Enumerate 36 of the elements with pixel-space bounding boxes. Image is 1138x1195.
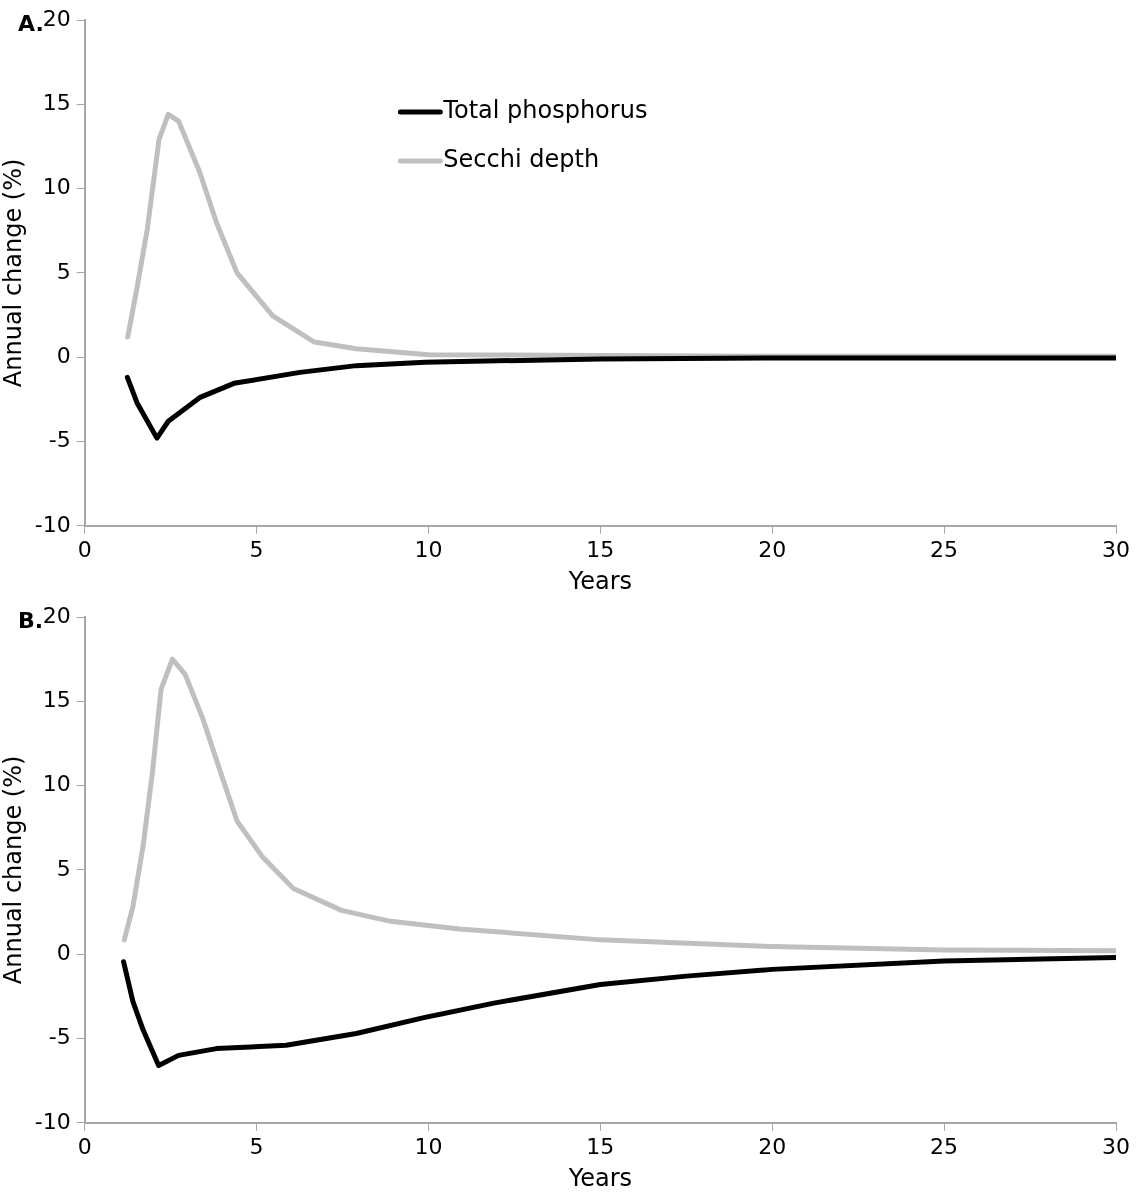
y-tick-label: -10 xyxy=(34,1108,71,1134)
y-tick-label: 0 xyxy=(56,342,71,368)
x-axis-title: Years xyxy=(567,1163,633,1192)
x-tick-label: 0 xyxy=(77,536,92,562)
x-tick-label: 25 xyxy=(930,536,959,562)
y-tick-label: -5 xyxy=(48,1024,71,1050)
y-tick-label: 15 xyxy=(42,687,71,713)
chart-title: A. xyxy=(18,10,44,36)
y-tick-label: 0 xyxy=(56,939,71,965)
y-tick-label: 15 xyxy=(42,90,71,116)
y-tick-label: 5 xyxy=(56,258,71,284)
y-tick-label: 20 xyxy=(42,602,71,628)
x-tick-label: 15 xyxy=(586,1133,615,1159)
x-tick-label: 5 xyxy=(249,536,264,562)
y-tick-label: -10 xyxy=(34,511,71,537)
x-tick-label: 0 xyxy=(77,1133,92,1159)
x-axis-title: Years xyxy=(567,566,633,595)
x-tick-label: 20 xyxy=(758,536,787,562)
chart-title: B. xyxy=(18,607,44,633)
x-tick-label: 25 xyxy=(930,1133,959,1159)
x-tick-label: 30 xyxy=(1102,536,1130,562)
x-tick-label: 10 xyxy=(414,1133,443,1159)
y-tick-label: 10 xyxy=(42,771,71,797)
y-axis-title: Annual change (%) xyxy=(0,755,27,985)
legend-label: Secchi depth xyxy=(443,145,600,174)
x-tick-label: 15 xyxy=(586,536,615,562)
x-tick-label: 10 xyxy=(414,536,443,562)
legend-label: Total phosphorus xyxy=(442,96,648,125)
x-tick-label: 30 xyxy=(1102,1133,1130,1159)
y-tick-label: 5 xyxy=(56,855,71,881)
x-tick-label: 5 xyxy=(249,1133,264,1159)
y-tick-label: 20 xyxy=(42,5,71,31)
x-tick-label: 20 xyxy=(758,1133,787,1159)
y-tick-label: 10 xyxy=(42,174,71,200)
y-axis-title: Annual change (%) xyxy=(0,158,27,388)
y-tick-label: -5 xyxy=(48,427,71,453)
